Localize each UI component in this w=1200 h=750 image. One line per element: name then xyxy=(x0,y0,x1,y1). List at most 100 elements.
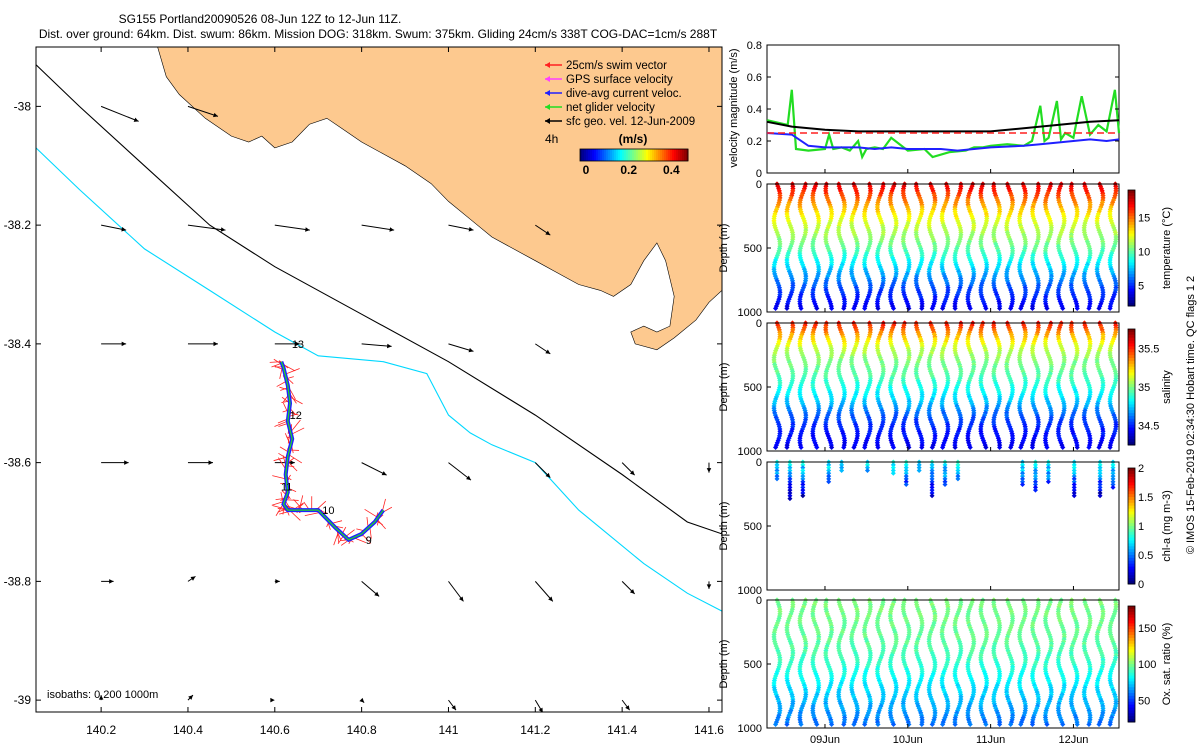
data-point xyxy=(841,245,847,252)
data-point xyxy=(1029,721,1036,728)
data-point xyxy=(840,382,846,388)
data-point xyxy=(902,414,908,421)
data-point xyxy=(993,331,999,338)
data-point xyxy=(889,236,895,242)
data-point xyxy=(1084,378,1091,384)
data-point xyxy=(1033,430,1039,437)
data-point xyxy=(943,199,949,206)
data-point xyxy=(1069,289,1076,295)
data-point xyxy=(810,338,817,345)
data-point xyxy=(1068,327,1075,333)
data-point xyxy=(904,343,911,349)
data-point xyxy=(1056,375,1062,381)
data-point xyxy=(1004,275,1010,282)
data-point xyxy=(967,444,973,451)
data-point xyxy=(888,437,894,444)
data-point xyxy=(901,241,907,247)
data-point xyxy=(888,655,894,661)
data-point xyxy=(916,331,922,338)
data-point xyxy=(1021,338,1027,345)
data-point xyxy=(1112,331,1118,338)
data-point xyxy=(992,239,998,245)
map-xtick-label: 141.4 xyxy=(607,723,637,737)
data-point xyxy=(901,322,907,328)
data-point xyxy=(1008,444,1014,451)
colorbar-segment xyxy=(590,149,593,161)
data-point xyxy=(893,680,899,686)
data-point xyxy=(814,275,820,282)
data-point xyxy=(1048,275,1054,282)
data-point xyxy=(996,262,1002,268)
data-point xyxy=(790,701,796,707)
data-point xyxy=(867,329,873,335)
data-point xyxy=(1072,435,1078,441)
data-point xyxy=(943,615,949,622)
data-point xyxy=(902,275,908,282)
data-point xyxy=(978,186,985,192)
data-point xyxy=(840,243,846,249)
colorbar-tick-label: 5 xyxy=(1138,281,1144,293)
data-point xyxy=(861,213,868,219)
colorbar-segment xyxy=(656,149,659,161)
legend-arrowhead xyxy=(545,76,550,82)
data-point xyxy=(1098,325,1105,331)
data-point xyxy=(811,698,817,704)
data-point xyxy=(800,680,807,686)
data-point xyxy=(878,682,884,688)
data-point xyxy=(875,396,881,402)
colorbar-segment xyxy=(1128,366,1135,371)
data-point xyxy=(1056,245,1062,252)
data-point xyxy=(929,444,935,451)
data-point xyxy=(825,412,831,418)
data-point xyxy=(1029,305,1036,312)
data-point xyxy=(841,673,847,679)
data-point xyxy=(1018,689,1024,695)
data-point xyxy=(878,405,884,411)
data-point xyxy=(1056,236,1062,242)
colorbar-segment xyxy=(1128,502,1135,507)
data-point xyxy=(1034,608,1040,615)
data-point xyxy=(801,650,807,656)
data-point xyxy=(1045,479,1051,485)
data-point xyxy=(916,465,922,471)
data-point xyxy=(802,645,809,651)
data-point xyxy=(1022,336,1028,342)
data-point xyxy=(902,366,908,372)
data-point xyxy=(849,271,855,277)
data-point xyxy=(1069,414,1075,421)
colorbar-frame xyxy=(1127,467,1136,585)
legend-item: net glider velocity xyxy=(545,102,655,114)
data-point xyxy=(878,378,884,384)
data-point xyxy=(775,618,781,624)
data-point xyxy=(787,687,793,693)
data-point xyxy=(888,378,894,384)
data-point xyxy=(891,627,897,633)
data-point xyxy=(904,298,910,305)
data-point xyxy=(931,440,937,446)
data-point xyxy=(945,234,951,240)
data-point xyxy=(983,721,989,728)
data-point xyxy=(1008,705,1015,711)
data-point xyxy=(941,271,947,277)
data-point xyxy=(1046,604,1052,610)
data-point xyxy=(776,282,782,288)
data-point xyxy=(918,664,925,670)
data-point xyxy=(811,604,817,610)
data-point xyxy=(787,476,793,482)
data-point xyxy=(1020,462,1026,468)
data-point xyxy=(1017,218,1023,224)
data-point xyxy=(776,336,783,342)
data-point xyxy=(970,645,976,651)
data-point xyxy=(836,638,842,645)
data-point xyxy=(814,721,820,728)
colorbar-segment xyxy=(674,149,677,161)
depth-ytick-label: 0 xyxy=(756,318,762,330)
data-point xyxy=(879,373,886,379)
data-point xyxy=(800,375,807,381)
data-point xyxy=(1043,707,1049,714)
colorbar-segment xyxy=(632,149,635,161)
data-point xyxy=(827,268,833,275)
legend-item: 25cm/s swim vector xyxy=(545,60,667,72)
colorbar-segment xyxy=(1128,343,1135,347)
data-point xyxy=(906,215,912,222)
